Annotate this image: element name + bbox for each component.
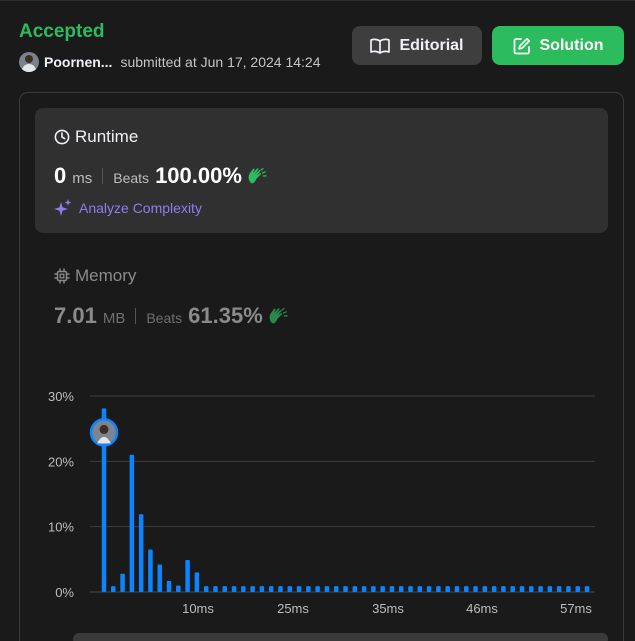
editorial-label: Editorial bbox=[399, 36, 464, 54]
runtime-header: Runtime bbox=[54, 127, 138, 147]
solution-button[interactable]: Solution bbox=[492, 26, 624, 65]
memory-title: Memory bbox=[75, 266, 137, 285]
avatar[interactable] bbox=[19, 52, 39, 72]
runtime-value: 0 bbox=[54, 163, 67, 188]
memory-metric[interactable]: 7.01 MB Beats 61.35% bbox=[54, 303, 288, 329]
submission-status: Accepted bbox=[19, 21, 105, 42]
memory-beats-label: Beats bbox=[146, 310, 183, 326]
result-panel bbox=[19, 92, 624, 641]
clapping-hands-icon bbox=[269, 307, 288, 324]
memory-header[interactable]: Memory bbox=[54, 266, 136, 286]
runtime-beats-value: 100.00% bbox=[155, 163, 242, 188]
memory-beats-value: 61.35% bbox=[188, 303, 263, 328]
runtime-metric: 0 ms Beats 100.00% bbox=[54, 163, 267, 189]
solution-label: Solution bbox=[539, 36, 604, 54]
divider bbox=[135, 308, 137, 324]
editorial-button[interactable]: Editorial bbox=[352, 26, 482, 65]
clock-icon bbox=[54, 129, 70, 145]
divider bbox=[102, 168, 104, 184]
submitted-timestamp: submitted at Jun 17, 2024 14:24 bbox=[120, 54, 321, 70]
chart-scrollbar[interactable] bbox=[73, 633, 608, 641]
analyze-complexity-link[interactable]: Analyze Complexity bbox=[54, 199, 202, 217]
memory-value: 7.01 bbox=[54, 303, 97, 328]
top-divider bbox=[0, 0, 635, 1]
chip-icon bbox=[54, 268, 70, 284]
user-name[interactable]: Poornen... bbox=[44, 54, 113, 70]
clapping-hands-icon bbox=[248, 167, 267, 184]
sparkles-icon bbox=[54, 199, 72, 216]
submission-meta: Poornen... submitted at Jun 17, 2024 14:… bbox=[19, 52, 321, 72]
analyze-label: Analyze Complexity bbox=[79, 200, 202, 216]
runtime-card[interactable]: Runtime 0 ms Beats 100.00% Analyze Compl… bbox=[35, 108, 608, 233]
edit-icon bbox=[513, 37, 530, 54]
memory-unit: MB bbox=[102, 310, 126, 327]
book-open-icon bbox=[370, 37, 391, 54]
runtime-unit: ms bbox=[72, 170, 93, 187]
runtime-title: Runtime bbox=[75, 127, 139, 146]
runtime-beats-label: Beats bbox=[113, 170, 150, 186]
